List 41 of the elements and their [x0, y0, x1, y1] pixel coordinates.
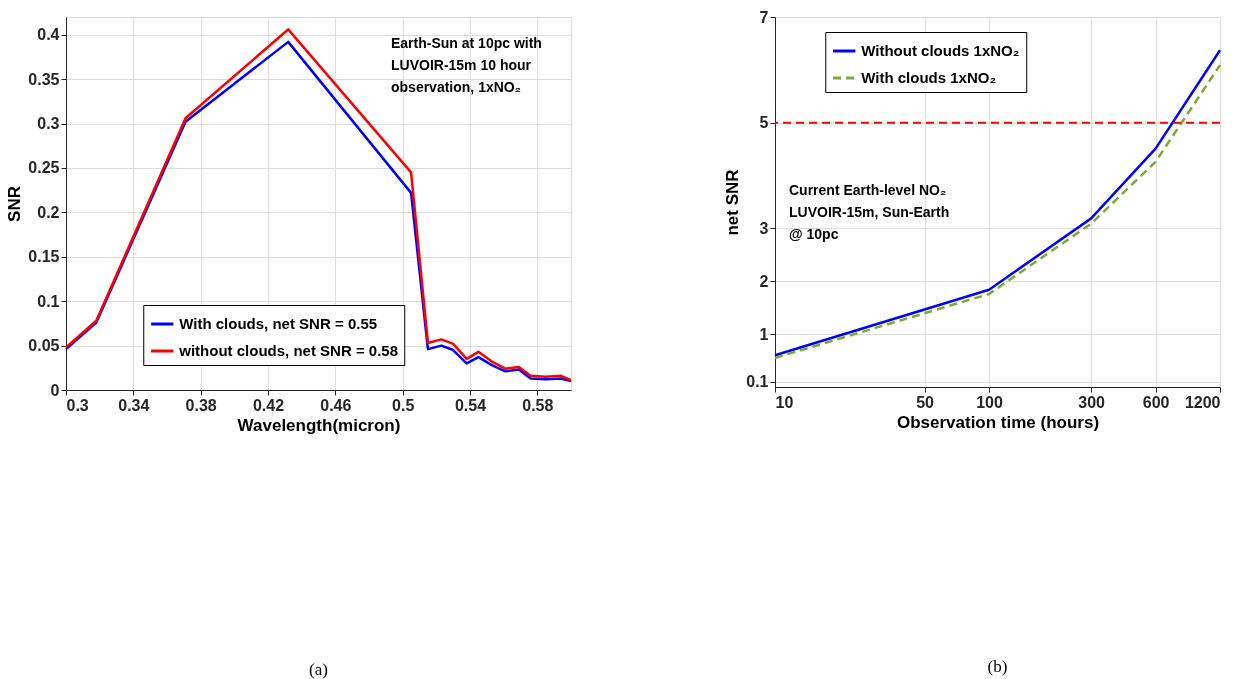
text: (a): [309, 660, 328, 679]
legend-label: without clouds, net SNR = 0.58: [178, 342, 399, 359]
y-tick-label: 3: [759, 219, 769, 237]
x-tick-label: 300: [1078, 393, 1106, 411]
y-tick-label: 0.05: [28, 337, 60, 355]
y-tick-label: 0.4: [37, 26, 60, 44]
x-tick-label: 1200: [1184, 393, 1221, 411]
x-tick-label: 100: [976, 393, 1003, 411]
y-axis-title: net SNR: [723, 169, 743, 236]
x-tick-label: 0.42: [252, 396, 285, 414]
x-tick-label: 0.34: [118, 396, 150, 414]
y-tick-label: 0.35: [28, 70, 60, 88]
y-axis-title: SNR: [5, 186, 25, 222]
y-tick-label: 0.2: [37, 203, 60, 221]
y-tick-label: 0.3: [37, 115, 60, 133]
y-tick-label: 0.15: [28, 248, 60, 266]
legend-label: With clouds, net SNR = 0.55: [179, 315, 378, 332]
x-tick-label: 50: [916, 393, 935, 411]
x-tick-label: 0.3: [66, 396, 89, 414]
text: (b): [987, 657, 1008, 676]
x-axis-title: Observation time (hours): [896, 412, 1100, 432]
x-tick-label: 0.38: [185, 396, 217, 414]
x-tick-label: 0.46: [320, 396, 352, 414]
x-tick-label: 10: [775, 393, 794, 411]
y-tick-label: 0.1: [746, 373, 769, 391]
y-tick-label: 5: [759, 114, 769, 132]
annotation: Current Earth-level NO₂ LUVOIR-15m, Sun-Earth @ 10pc: [789, 181, 950, 242]
x-tick-label: 0.54: [454, 396, 487, 414]
legend-label: With clouds 1xNO₂: [861, 69, 997, 86]
y-tick-label: 7: [759, 8, 769, 26]
y-tick-label: 0.25: [28, 159, 60, 177]
y-tick-label: 0: [50, 381, 60, 399]
x-tick-label: 600: [1142, 393, 1170, 411]
legend-label: Without clouds 1xNO₂: [861, 42, 1020, 59]
x-tick-label: 0.5: [392, 396, 415, 414]
y-tick-label: 2: [759, 272, 769, 290]
x-tick-label: 0.58: [522, 396, 554, 414]
y-tick-label: 0.1: [37, 292, 60, 310]
annotation: Earth-Sun at 10pc with LUVOIR-15m 10 hour observation, 1xNO₂: [391, 35, 542, 95]
y-tick-label: 1: [759, 325, 769, 343]
x-axis-title: Wavelength(micron): [237, 415, 401, 435]
